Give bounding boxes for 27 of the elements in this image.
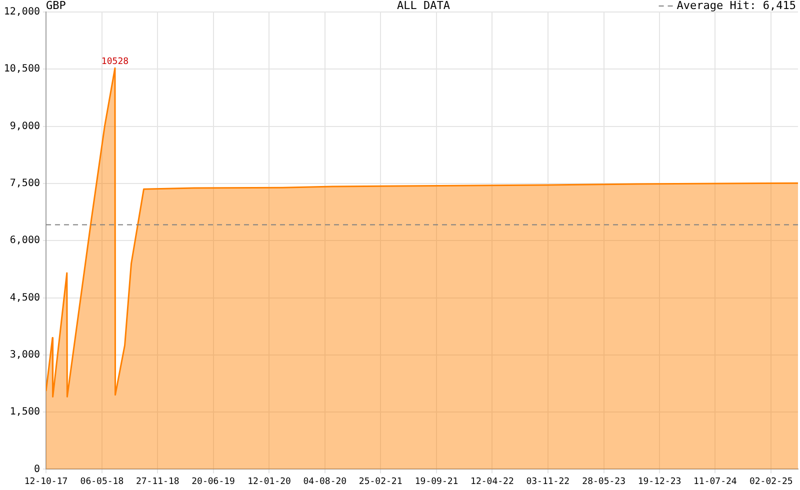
x-tick-label: 12-10-17: [24, 476, 68, 487]
chart-subtitle: ALL DATA: [397, 0, 450, 12]
y-tick-label: 6,000: [10, 235, 40, 246]
x-tick-label: 02-02-25: [749, 476, 793, 487]
x-tick-label: 04-08-20: [303, 476, 347, 487]
y-tick-label: 9,000: [10, 120, 40, 132]
y-tick-label: 3,000: [10, 349, 40, 360]
x-tick-label: 27-11-18: [136, 476, 180, 487]
x-tick-label: 19-12-23: [638, 476, 682, 487]
x-tick-label: 06-05-18: [80, 476, 124, 487]
x-tick-label: 20-06-19: [192, 476, 235, 487]
x-tick-label: 25-02-21: [358, 476, 402, 487]
x-tick-label: 03-11-22: [526, 476, 570, 487]
x-tick-label: 11-07-24: [693, 476, 737, 487]
y-tick-label: 4,500: [10, 292, 40, 304]
x-tick-label: 12-01-20: [248, 476, 291, 487]
x-tick-label: 12-04-22: [470, 476, 514, 487]
x-tick-label: 19-09-21: [414, 476, 458, 487]
y-tick-label: 10,500: [4, 64, 40, 75]
legend-label: Average Hit: 6,415: [676, 0, 796, 12]
y-tick-label: 7,500: [10, 178, 40, 190]
y-tick-label: 1,500: [10, 406, 40, 418]
y-tick-label: 0: [34, 464, 40, 475]
chart-title: GBP: [46, 0, 66, 12]
y-tick-label: 12,000: [4, 6, 40, 18]
x-tick-label: 28-05-23: [582, 476, 626, 487]
data-label: 10528: [101, 56, 129, 67]
